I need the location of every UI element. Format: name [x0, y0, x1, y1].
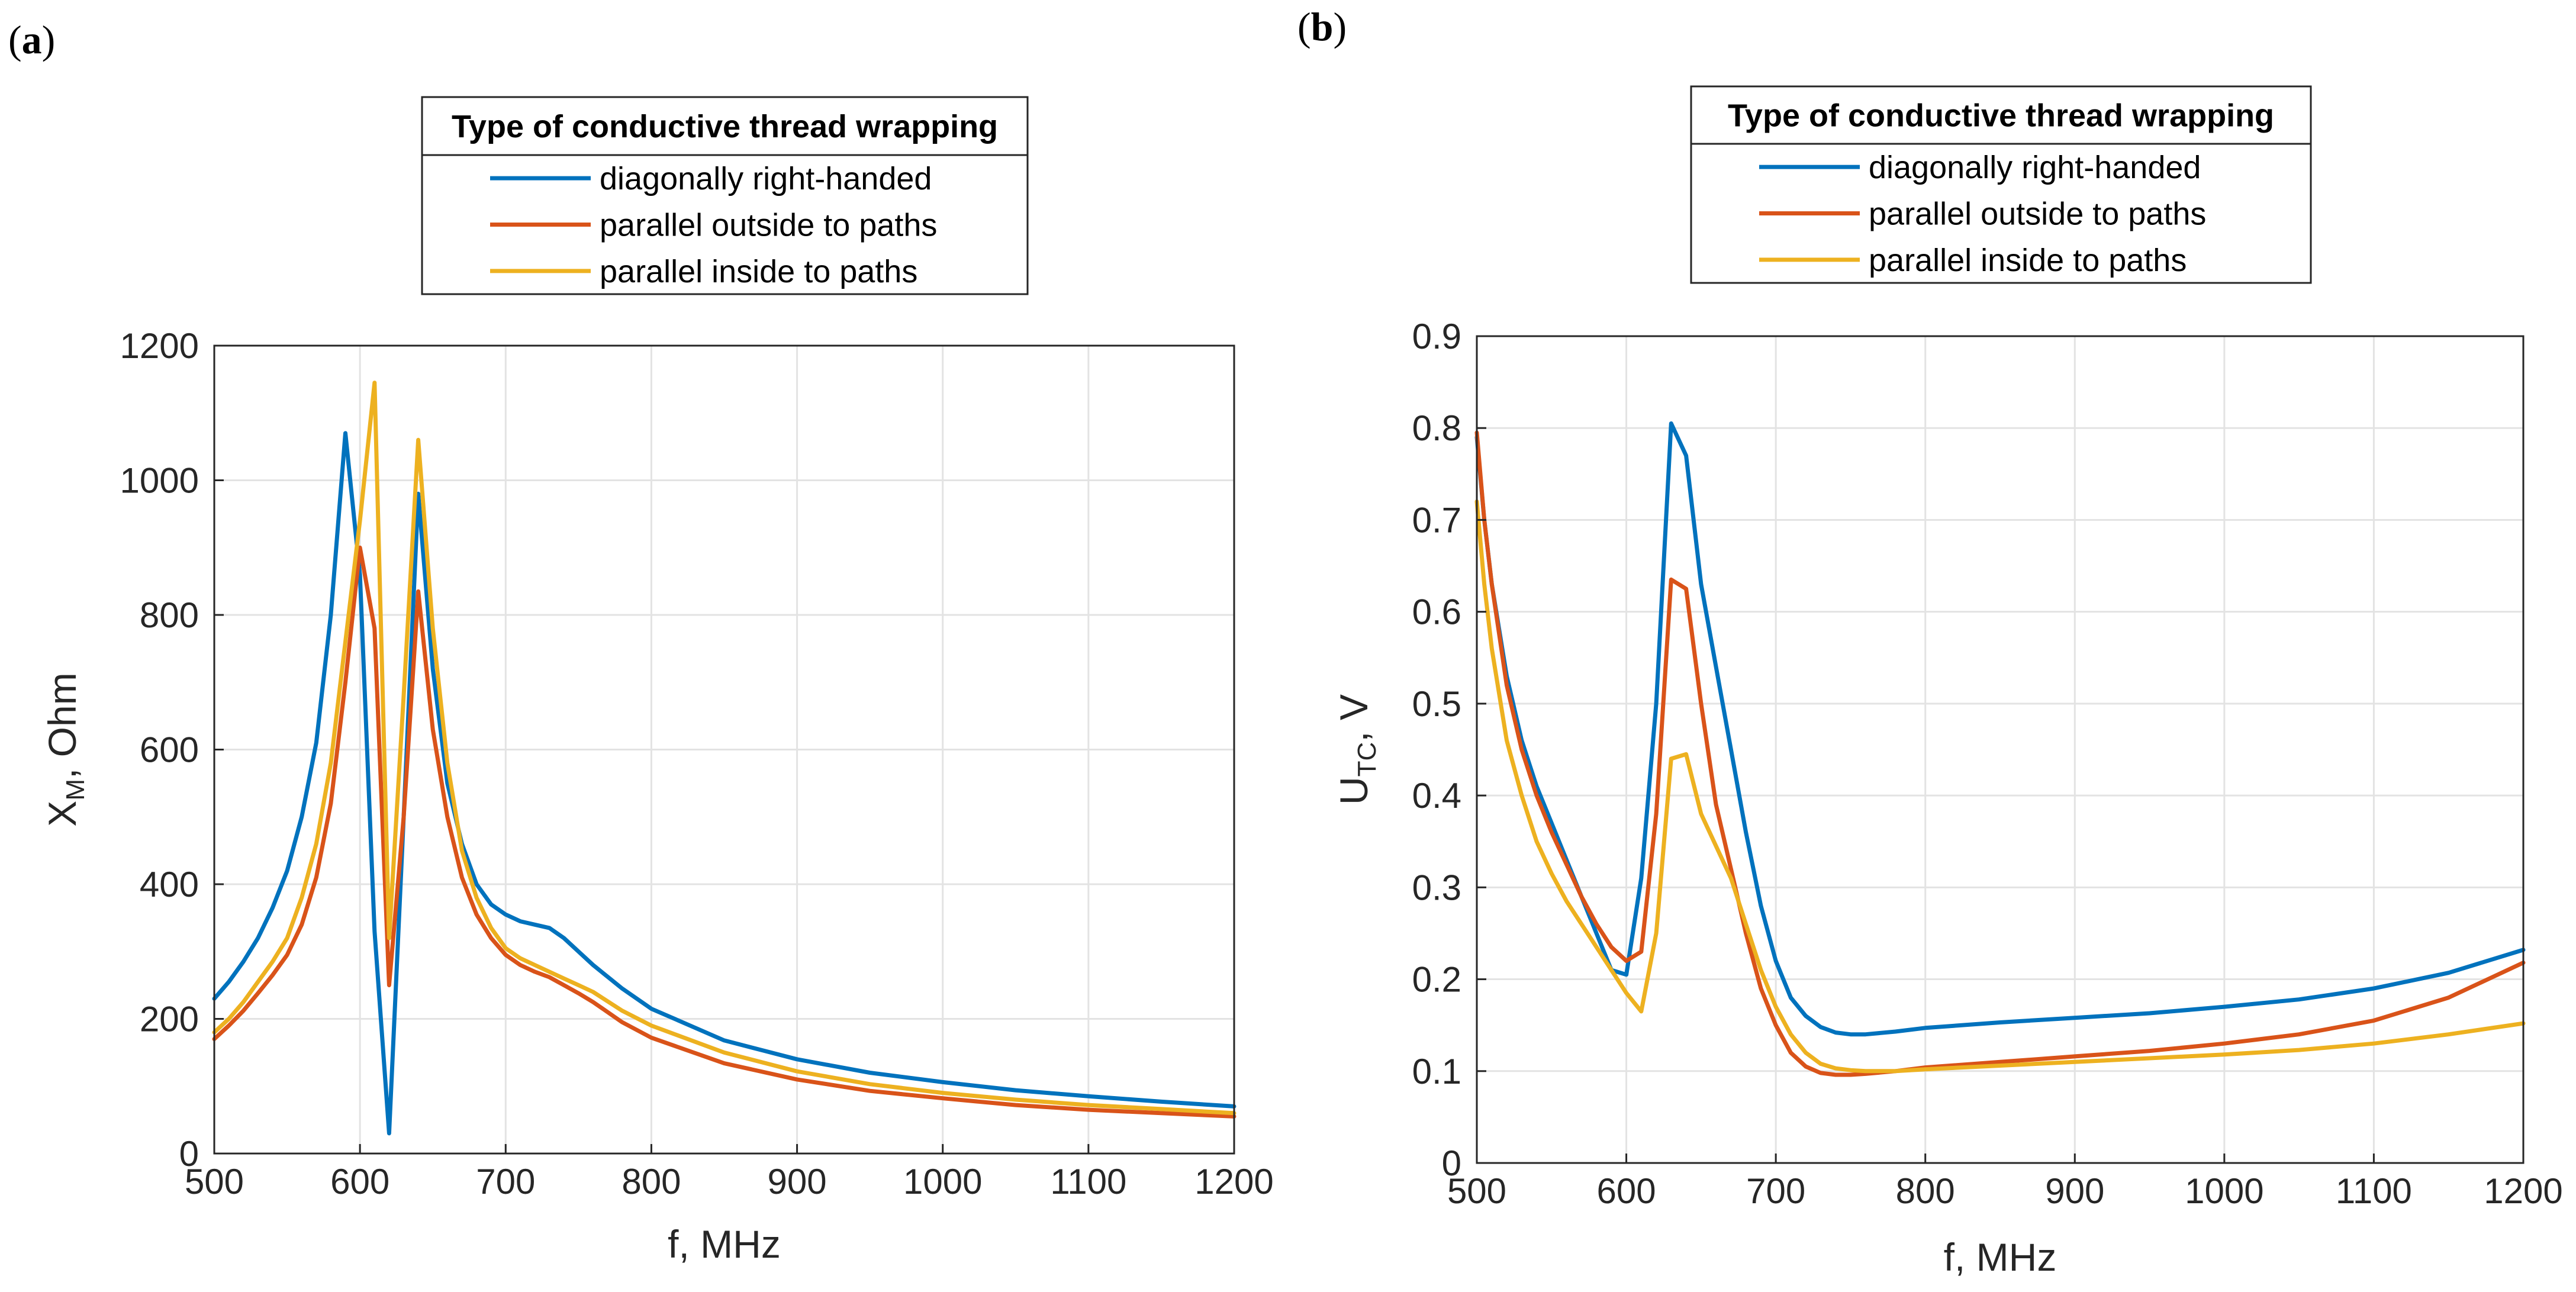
panel-a-x-tick-label: 1000 — [903, 1162, 982, 1201]
panel-a-x-tick-label: 1100 — [1050, 1162, 1126, 1201]
panel-b-legend-box — [1690, 85, 2312, 284]
panel-a-y-tick-label: 1000 — [120, 461, 199, 501]
panel-b-x-tick-label: 1200 — [2484, 1171, 2562, 1211]
panel-b-series — [1474, 421, 2526, 1077]
panel-b-x-tick-label: 600 — [1597, 1171, 1656, 1211]
panel-b-series-line-3 — [1474, 499, 2526, 1074]
panel-b-x-tick-label: 800 — [1896, 1171, 1955, 1211]
panel-b-x-tick-label: 1100 — [2336, 1171, 2412, 1211]
panel-a: (a) 500 600 700 800 900 1000 1100 1200 0 200 400 60… — [8, 17, 1274, 1266]
panel-a-y-tick-label: 0 — [179, 1134, 199, 1174]
panel-b-legend-entry-2: parallel outside to paths — [1869, 196, 2206, 232]
panel-b-x-tick-label: 1000 — [2185, 1171, 2263, 1211]
panel-b-x-tick-label: 900 — [2045, 1171, 2104, 1211]
panel-b-ticks: 500 600 700 800 900 1000 1100 1200 0 0.1 0.2 0.3 0.4… — [1412, 317, 2563, 1211]
panel-a-x-tick-label: 900 — [768, 1162, 827, 1201]
panel-a-x-tick-label: 500 — [185, 1162, 244, 1201]
panel-a-y-tick-label: 400 — [140, 865, 199, 904]
panel-b-y-tick-label: 0.8 — [1412, 408, 1461, 448]
panel-b-legend-title: Type of conductive thread wrapping — [1728, 98, 2274, 134]
panel-b-y-tick-label: 0.3 — [1412, 868, 1461, 907]
panel-b-y-tick-label: 0 — [1442, 1143, 1461, 1183]
panel-a-y-tick-label: 800 — [140, 595, 199, 635]
panel-a-x-tick-label: 600 — [330, 1162, 389, 1201]
panel-b-y-tick-label: 0.5 — [1412, 684, 1461, 724]
panel-a-x-tick-label: 1200 — [1194, 1162, 1273, 1201]
panel-a-legend-entry-2: parallel outside to paths — [600, 208, 937, 243]
panel-a-ticks: 500 600 700 800 900 1000 1100 1200 0 200 400 600 800… — [120, 326, 1274, 1201]
panel-b-y-tick-label: 0.1 — [1412, 1052, 1461, 1091]
panel-b-legend-entry-1: diagonally right-handed — [1869, 150, 2201, 185]
panel-b-x-tick-label: 700 — [1746, 1171, 1805, 1211]
panel-b-y-tick-label: 0.2 — [1412, 960, 1461, 1000]
panel-b-label: (b) — [1297, 4, 1347, 49]
panel-b-axes-box — [1476, 335, 2525, 1164]
panel-b-y-tick-label: 0.7 — [1412, 500, 1461, 540]
panel-b-x-tick-label: 500 — [1447, 1171, 1506, 1211]
panel-a-legend-entry-3: parallel inside to paths — [600, 254, 917, 289]
panel-a-legend-title: Type of conductive thread wrapping — [452, 109, 998, 144]
panel-a-y-tick-label: 1200 — [120, 326, 199, 366]
panel-a-label: (a) — [8, 17, 55, 62]
panel-a-series-line-2 — [212, 545, 1237, 1119]
panel-a-legend-entry-1: diagonally right-handed — [600, 161, 932, 196]
panel-a-series-line-1 — [212, 431, 1237, 1136]
panel-a-y-axis-label: XM, Ohm — [40, 672, 90, 826]
panel-a-y-tick-label: 600 — [140, 730, 199, 770]
panel-b-y-tick-label: 0.6 — [1412, 592, 1461, 632]
panel-b: (b) 500 600 700 800 900 1000 1100 1200 0 0.1 0.2 0.… — [1297, 4, 2563, 1279]
panel-b-series-line-1 — [1474, 421, 2526, 1037]
panel-b-y-tick-label: 0.9 — [1412, 317, 1461, 356]
panel-a-x-axis-label: f, MHz — [668, 1222, 781, 1266]
panel-a-legend-box — [421, 96, 1029, 295]
panel-a-legend: Type of conductive thread wrapping diagon… — [421, 96, 1029, 295]
panel-a-y-tick-label: 200 — [140, 1000, 199, 1039]
panel-a-x-tick-label: 700 — [476, 1162, 535, 1201]
panel-b-y-axis-label: UTC, V — [1332, 694, 1382, 805]
panel-b-y-tick-label: 0.4 — [1412, 776, 1461, 816]
panel-a-x-tick-label: 800 — [622, 1162, 681, 1201]
panel-a-series — [212, 381, 1237, 1136]
panel-a-series-line-3 — [212, 381, 1237, 1116]
panel-b-legend: Type of conductive thread wrapping diagon… — [1690, 85, 2312, 284]
panel-b-legend-entry-3: parallel inside to paths — [1869, 243, 2187, 278]
panel-b-x-axis-label: f, MHz — [1944, 1235, 2057, 1279]
